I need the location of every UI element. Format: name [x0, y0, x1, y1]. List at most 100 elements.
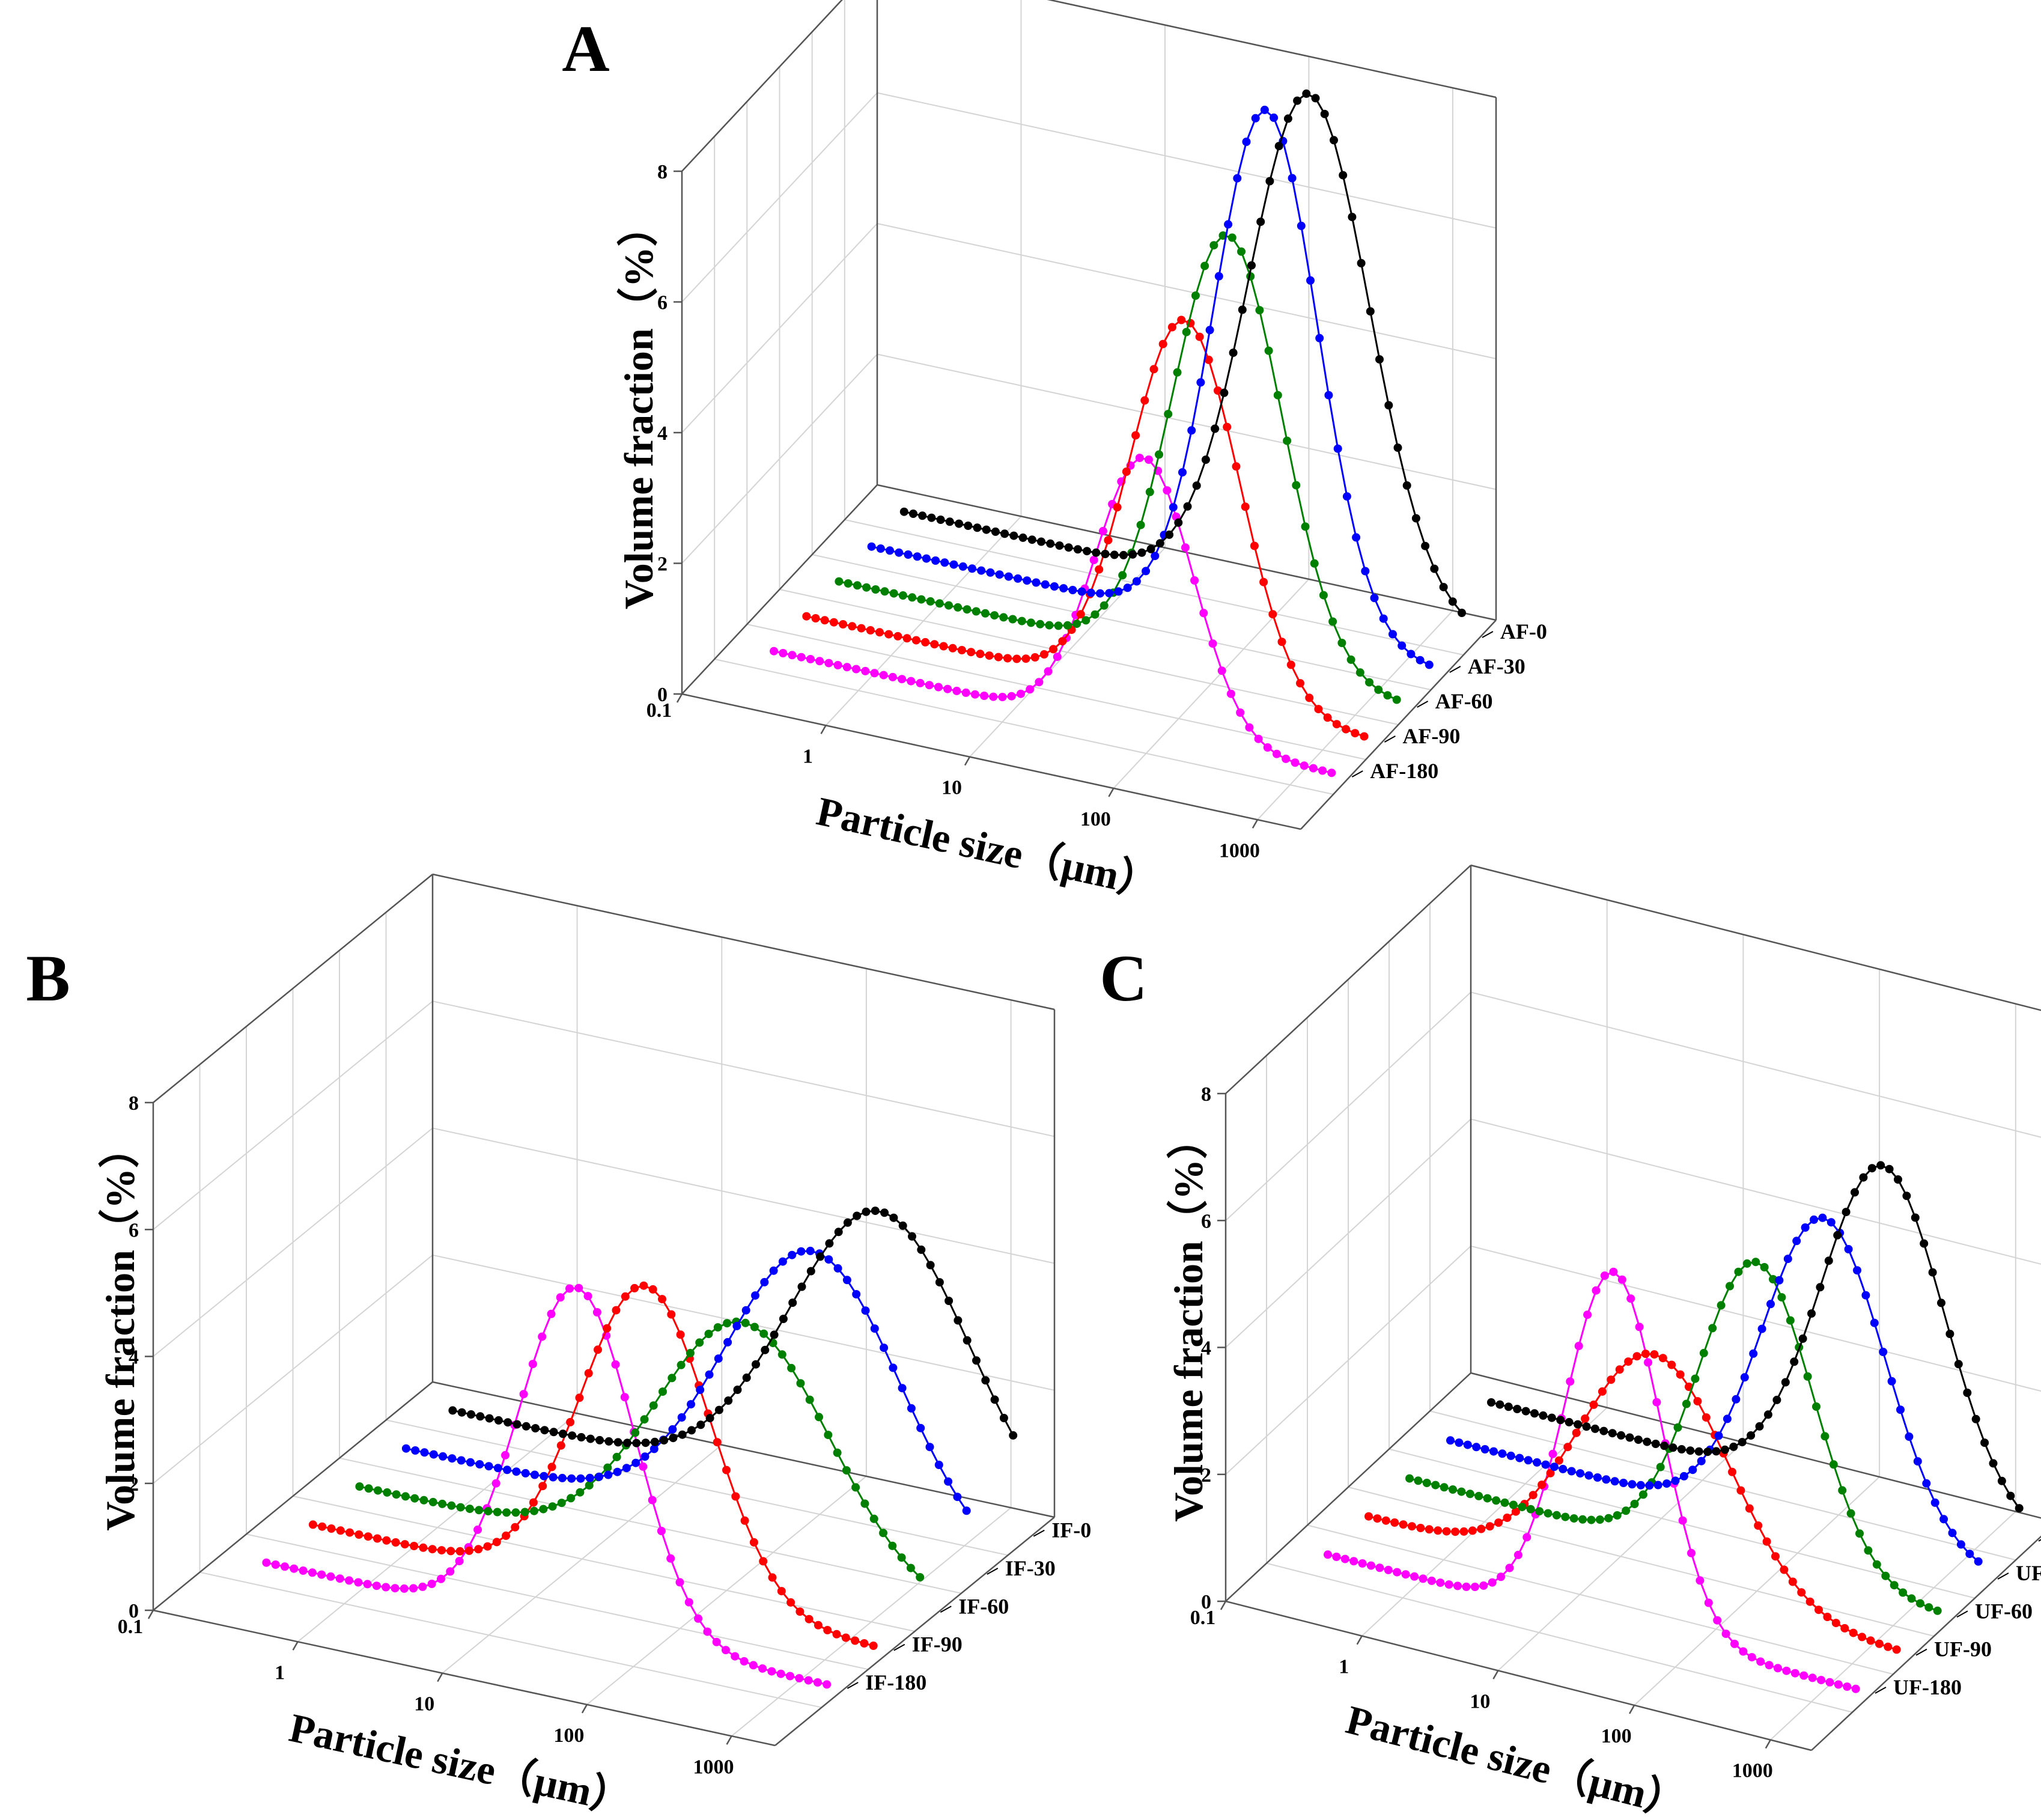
grid-line	[844, 519, 1464, 656]
data-point	[549, 1428, 558, 1437]
data-point	[1123, 583, 1132, 592]
grid-line	[1470, 1118, 2041, 1265]
data-point	[853, 1211, 862, 1220]
data-point	[999, 613, 1008, 622]
data-point	[448, 1454, 457, 1463]
data-point	[917, 595, 926, 604]
data-point	[1142, 567, 1151, 576]
data-point	[1402, 481, 1411, 490]
data-point	[1191, 291, 1200, 300]
data-point	[1037, 537, 1045, 546]
data-point	[1352, 533, 1361, 542]
axis-line	[681, 0, 843, 172]
data-point	[712, 1637, 721, 1646]
grid-line	[153, 1127, 433, 1357]
data-point	[1500, 1498, 1509, 1507]
data-point	[1833, 1231, 1842, 1240]
data-point	[1090, 610, 1100, 619]
data-point	[484, 1507, 493, 1516]
data-point	[594, 1345, 602, 1354]
y-tick-label: 2	[657, 553, 668, 576]
data-point	[797, 1247, 806, 1256]
legend-label: UF-30	[2016, 1561, 2041, 1585]
data-point	[851, 1483, 860, 1492]
data-point	[1810, 1215, 1818, 1224]
data-point	[1208, 639, 1217, 648]
data-point	[991, 527, 1000, 536]
data-point	[429, 1450, 438, 1459]
data-point	[943, 684, 952, 693]
data-point	[1451, 1527, 1460, 1536]
data-point	[814, 1621, 823, 1630]
data-point	[540, 1472, 549, 1481]
x-tick-mark	[147, 1610, 154, 1619]
axis-line	[774, 1517, 1055, 1746]
data-point	[1149, 365, 1158, 374]
data-point	[1576, 1469, 1585, 1478]
data-point	[1945, 1330, 1954, 1338]
data-point	[1650, 1350, 1659, 1359]
data-point	[1524, 1456, 1533, 1465]
data-point	[788, 1298, 797, 1307]
data-point	[976, 650, 985, 659]
y-tick-label: 6	[129, 1219, 139, 1241]
legend-label: AF-60	[1435, 689, 1493, 713]
data-point	[884, 630, 893, 639]
data-point	[1521, 1407, 1530, 1416]
data-point	[1113, 503, 1122, 512]
x-tick-mark	[1108, 788, 1115, 797]
data-point	[1155, 450, 1163, 459]
data-point	[1009, 531, 1018, 540]
data-point	[1209, 241, 1218, 250]
data-point	[1638, 1490, 1647, 1499]
data-point	[1205, 326, 1214, 335]
data-point	[1430, 564, 1439, 573]
data-point	[935, 1278, 944, 1287]
data-point	[1167, 323, 1176, 332]
legend-leader	[1351, 770, 1363, 778]
data-point	[1259, 577, 1268, 586]
data-point	[373, 1534, 382, 1543]
data-point	[918, 511, 927, 520]
data-point	[916, 678, 925, 687]
data-point	[1745, 1504, 1754, 1513]
data-point	[1894, 1175, 1902, 1184]
data-point	[630, 1283, 639, 1292]
data-point	[906, 1563, 915, 1572]
x-tick-label: 100	[1080, 808, 1111, 830]
data-point	[1702, 1413, 1711, 1422]
data-point	[308, 1520, 317, 1529]
data-point	[805, 1395, 814, 1404]
data-point	[1233, 174, 1242, 183]
data-point	[1104, 536, 1113, 545]
data-point	[908, 593, 917, 602]
data-point	[861, 666, 870, 675]
data-point	[1201, 455, 1210, 464]
data-point	[592, 1308, 601, 1316]
data-point	[1530, 1409, 1539, 1418]
data-point	[1136, 520, 1145, 529]
data-point	[1974, 1557, 1983, 1566]
data-point	[731, 1652, 740, 1661]
data-point	[1712, 1447, 1721, 1456]
data-point	[513, 1420, 522, 1429]
data-point	[549, 1473, 558, 1482]
data-point	[667, 1310, 676, 1319]
data-point	[788, 651, 797, 660]
data-point	[833, 1264, 842, 1273]
data-point	[1479, 1581, 1488, 1590]
data-point	[1036, 619, 1045, 628]
data-point	[317, 1570, 326, 1579]
data-point	[723, 1338, 732, 1347]
data-point	[741, 1318, 750, 1327]
data-point	[539, 1505, 548, 1514]
data-point	[528, 1360, 537, 1369]
data-point	[465, 1505, 474, 1514]
data-point	[898, 675, 907, 684]
series-if-30: IF-30	[401, 1246, 1056, 1580]
data-point	[1797, 1588, 1806, 1597]
data-point	[493, 1464, 502, 1473]
data-point	[1814, 1605, 1823, 1615]
data-point	[1714, 1431, 1723, 1440]
data-point	[916, 1423, 925, 1432]
